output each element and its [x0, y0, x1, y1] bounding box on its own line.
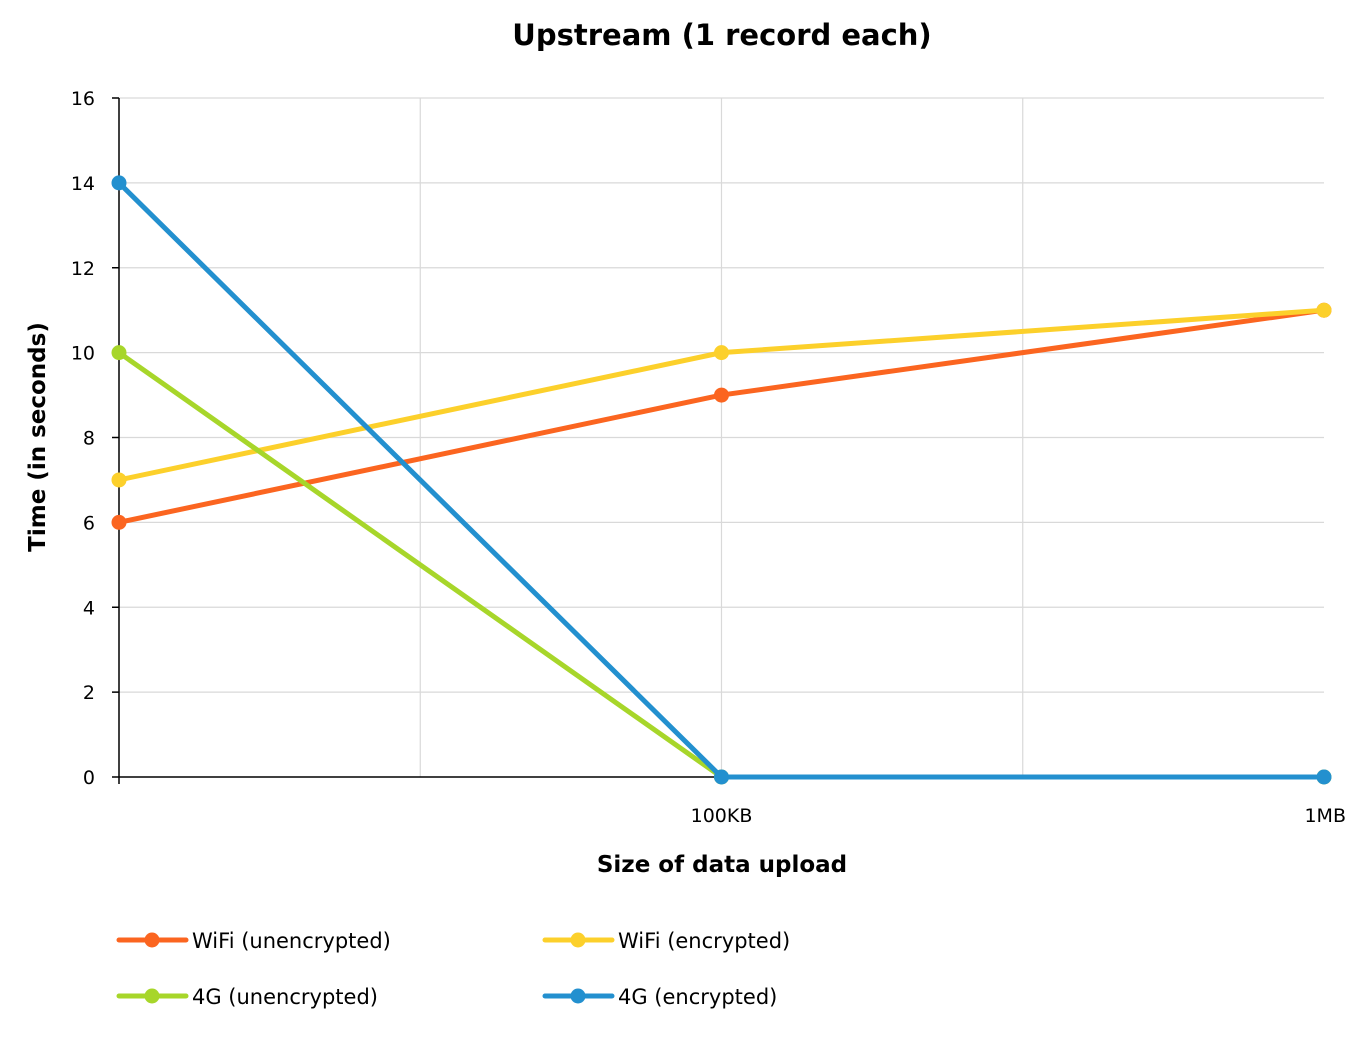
legend-swatch-marker: [144, 932, 160, 948]
series-4: [111, 175, 1332, 785]
y-tick-label: 14: [71, 173, 95, 195]
data-point[interactable]: [111, 175, 127, 191]
data-point[interactable]: [111, 514, 127, 530]
y-tick-label: 0: [83, 767, 95, 789]
data-point[interactable]: [714, 769, 729, 785]
y-axis-ticks: 0 2 4 6 8 10 12 14 16: [71, 88, 119, 789]
legend-item[interactable]: WiFi (unencrypted): [116, 929, 391, 953]
legend-item[interactable]: 4G (unencrypted): [116, 985, 378, 1009]
data-point[interactable]: [714, 387, 729, 403]
y-tick-label: 4: [83, 597, 95, 619]
y-tick-label: 10: [71, 343, 95, 365]
series-2: [111, 302, 1332, 488]
series-group: [111, 175, 1332, 785]
legend-swatch-marker: [144, 988, 160, 1004]
x-tick-label: 100KB: [691, 805, 753, 827]
legend-swatch-marker: [570, 988, 586, 1004]
y-tick-label: 8: [83, 428, 95, 450]
data-point[interactable]: [714, 345, 729, 361]
y-tick-label: 6: [83, 512, 95, 534]
data-point[interactable]: [1316, 302, 1332, 318]
y-tick-label: 2: [83, 682, 95, 704]
data-point[interactable]: [111, 345, 127, 361]
legend-label: 4G (encrypted): [618, 985, 777, 1009]
x-axis-title: Size of data upload: [597, 852, 847, 878]
data-point[interactable]: [111, 472, 127, 488]
x-tick-label: 1MB: [1304, 805, 1346, 827]
y-axis-title: Time (in seconds): [25, 322, 51, 552]
grid: [119, 97, 1324, 777]
x-axis-ticks: 100KB 1MB: [118, 777, 1346, 827]
chart-title: Upstream (1 record each): [512, 18, 931, 52]
legend-item[interactable]: 4G (encrypted): [542, 985, 777, 1009]
data-point[interactable]: [1316, 769, 1332, 785]
y-tick-label: 12: [71, 258, 95, 280]
legend-label: WiFi (unencrypted): [192, 929, 391, 953]
legend-label: WiFi (encrypted): [618, 929, 790, 953]
legend-item[interactable]: WiFi (encrypted): [542, 929, 790, 953]
legend-label: 4G (unencrypted): [192, 985, 378, 1009]
y-tick-label: 16: [71, 88, 95, 110]
legend: WiFi (unencrypted) WiFi (encrypted) 4G (un…: [116, 929, 790, 1009]
legend-swatch-marker: [570, 932, 586, 948]
